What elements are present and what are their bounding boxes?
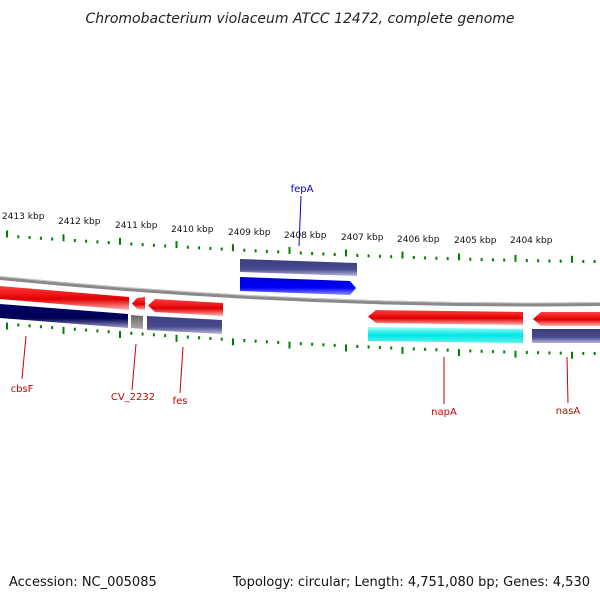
leader-line-fes	[179, 346, 184, 394]
gene-label-fepA[interactable]: fepA	[291, 184, 314, 195]
leader-line-cbsF	[21, 335, 27, 380]
scale-label-2413: 2413 kbp	[2, 212, 45, 222]
scale-label-2404: 2404 kbp	[510, 236, 553, 246]
genome-backbone	[0, 276, 600, 307]
gene-feature-cbsF-forward[interactable]	[0, 286, 129, 310]
gene-feature-nasA[interactable]	[532, 329, 600, 343]
scale-label-2405: 2405 kbp	[454, 236, 497, 246]
leader-line-fepA	[298, 195, 302, 247]
leader-line-CV_2232	[131, 343, 137, 391]
upper-scale-ticks	[6, 230, 596, 263]
gene-feature-CV_2232[interactable]	[131, 315, 143, 329]
gene-label-napA[interactable]: napA	[431, 407, 457, 418]
gene-feature-CV_2232-forward[interactable]	[132, 297, 145, 310]
gene-label-cbsF[interactable]: cbsF	[11, 384, 34, 395]
accession-text: Accession: NC_005085	[9, 575, 157, 590]
gene-feature-fepA-upper[interactable]	[240, 259, 357, 276]
scale-label-2408: 2408 kbp	[284, 231, 327, 241]
gene-feature-cbsF[interactable]	[0, 304, 128, 328]
gene-label-fes[interactable]: fes	[173, 396, 188, 407]
lower-scale-ticks	[6, 322, 596, 359]
scale-label-2406: 2406 kbp	[397, 235, 440, 245]
gene-feature-nasA-forward[interactable]	[533, 312, 600, 326]
map-title: Chromobacterium violaceum ATCC 12472, co…	[85, 11, 514, 27]
scale-label-2407: 2407 kbp	[341, 233, 384, 243]
gene-feature-napA-forward[interactable]	[368, 310, 523, 325]
genome-backbone-highlight	[0, 276, 600, 304]
scale-label-2409: 2409 kbp	[228, 228, 271, 238]
scale-label-2412: 2412 kbp	[58, 217, 101, 227]
leader-line-nasA	[566, 356, 569, 404]
gene-feature-fes-forward[interactable]	[148, 299, 223, 316]
gene-label-CV_2232[interactable]: CV_2232	[111, 392, 155, 403]
genome-summary-text: Topology: circular; Length: 4,751,080 bp…	[232, 575, 590, 590]
scale-label-2410: 2410 kbp	[171, 225, 214, 235]
scale-label-2411: 2411 kbp	[115, 221, 158, 231]
gene-feature-napA[interactable]	[368, 327, 523, 343]
gene-feature-fepA[interactable]	[240, 277, 356, 295]
gene-feature-fes[interactable]	[147, 316, 222, 334]
gene-label-nasA[interactable]: nasA	[556, 406, 581, 417]
